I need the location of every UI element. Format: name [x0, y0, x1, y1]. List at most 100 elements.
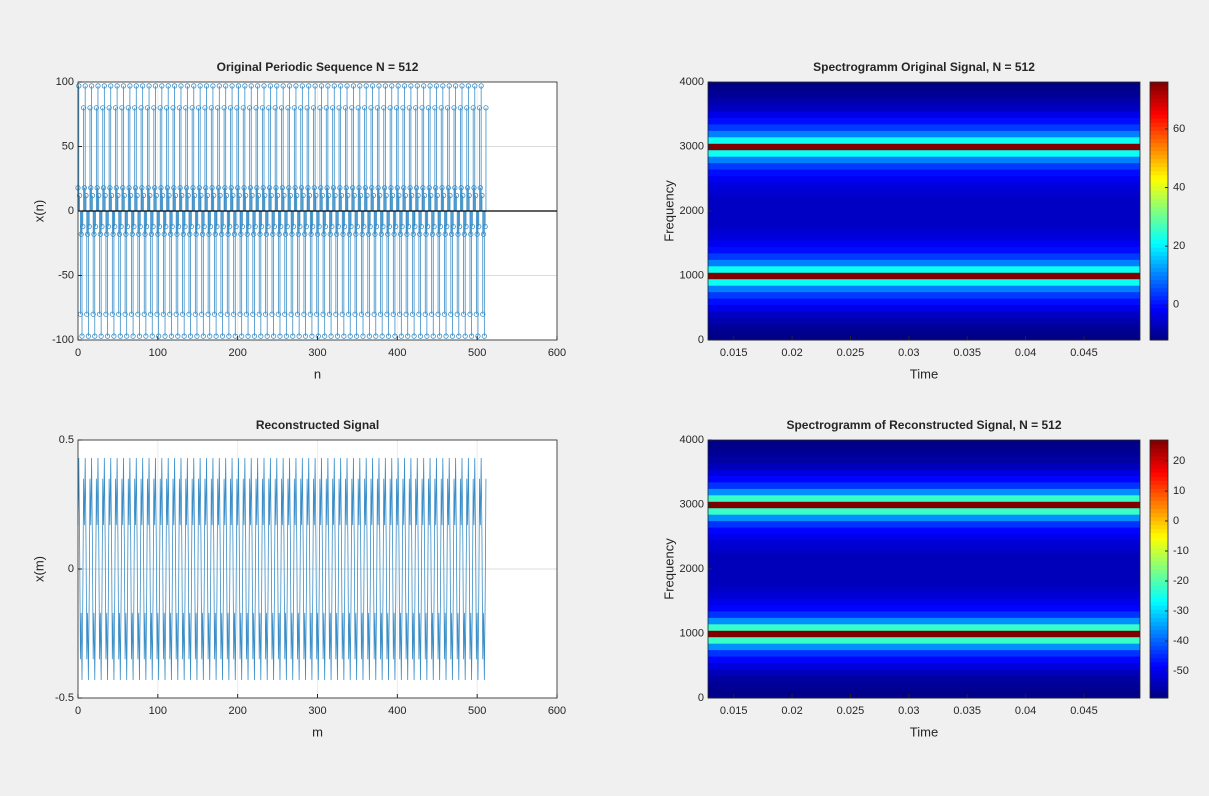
colorbar-cell — [1150, 689, 1168, 695]
colorbar-cell — [1150, 299, 1168, 305]
stem-marker — [152, 185, 158, 191]
stem-marker — [417, 231, 423, 237]
colorbar-cell — [1150, 90, 1168, 95]
stem-marker — [158, 185, 164, 191]
stem-marker — [336, 105, 342, 111]
colorbar-tick-label: -50 — [1173, 665, 1189, 677]
stem-marker — [352, 311, 358, 317]
stem-marker — [439, 185, 445, 191]
stem — [426, 185, 432, 211]
stem — [206, 211, 212, 237]
stem-marker — [314, 231, 321, 237]
y-tick-label: 2000 — [680, 563, 704, 575]
stem-marker — [387, 105, 393, 111]
stem — [282, 211, 289, 237]
stem — [122, 211, 128, 317]
spectrogram-row — [708, 662, 1140, 670]
stem — [313, 192, 319, 211]
stem — [455, 211, 461, 237]
stem — [444, 211, 450, 230]
stem-marker — [252, 223, 258, 230]
stem-marker — [407, 185, 413, 191]
x-tick-label: 0.015 — [720, 705, 748, 717]
stem — [336, 105, 342, 211]
stem-marker — [216, 83, 222, 89]
stem-marker — [246, 223, 252, 230]
stem-marker — [425, 105, 432, 111]
colorbar-cell — [1150, 629, 1168, 634]
stem — [387, 105, 393, 211]
spectrogram-row — [708, 591, 1140, 599]
stem — [321, 211, 327, 237]
colorbar-cell — [1150, 279, 1168, 285]
stem-marker — [126, 185, 132, 191]
stem-marker — [255, 192, 262, 199]
colorbar-cell — [1150, 564, 1168, 570]
stem-marker — [203, 83, 210, 89]
spectrogram-row — [708, 552, 1140, 560]
stem — [97, 211, 103, 237]
stem-marker — [274, 83, 280, 89]
stem — [192, 211, 198, 317]
colorbar-cell — [1150, 492, 1168, 497]
stem-marker — [456, 333, 462, 339]
stem-marker — [409, 311, 416, 317]
stem-marker — [408, 83, 414, 89]
colorbar-cell — [1150, 685, 1168, 691]
stem-marker — [230, 192, 236, 199]
stem-marker — [480, 311, 486, 317]
stem-marker — [421, 83, 427, 89]
colorbar-cell — [1150, 488, 1168, 493]
stem — [375, 185, 381, 211]
stem-marker — [102, 192, 108, 199]
colorbar-cell — [1150, 146, 1168, 152]
stem — [418, 211, 424, 230]
y-tick-label: 1000 — [680, 269, 704, 281]
stem-marker — [83, 192, 89, 199]
stem-marker — [316, 223, 322, 230]
stem-marker — [422, 311, 428, 317]
spectrogram-row — [708, 111, 1140, 118]
stem — [220, 211, 226, 230]
stem-marker — [373, 333, 379, 339]
stem-marker — [226, 333, 232, 339]
stem — [306, 192, 313, 211]
stem-marker — [91, 231, 97, 237]
y-axis-label: Frequency — [661, 538, 676, 600]
stem-marker — [471, 185, 477, 191]
stem — [409, 192, 415, 211]
stem-marker — [113, 185, 119, 191]
stem-marker — [463, 223, 469, 230]
stem — [207, 211, 214, 230]
stem-marker — [278, 105, 285, 111]
stem — [274, 192, 281, 211]
colorbar-tick-label: -40 — [1173, 635, 1189, 647]
colorbar-cell — [1150, 484, 1168, 489]
stem-marker — [239, 333, 245, 339]
stem — [423, 211, 429, 237]
stem — [322, 211, 328, 339]
stem — [287, 192, 293, 211]
stem-marker — [474, 231, 480, 237]
colorbar-tick-label: -30 — [1173, 605, 1189, 617]
stem-marker — [288, 311, 294, 317]
stem-marker — [372, 231, 378, 237]
stem — [466, 192, 472, 211]
colorbar-cell — [1150, 665, 1168, 671]
stem-marker — [171, 83, 178, 89]
stem — [369, 83, 376, 211]
stem-marker — [239, 223, 246, 230]
stem — [433, 83, 440, 211]
stem — [476, 105, 483, 211]
y-axis-label: x(n) — [31, 200, 46, 222]
stem — [227, 211, 233, 230]
stem-marker — [272, 105, 278, 111]
stem — [195, 211, 201, 230]
colorbar-cell — [1150, 621, 1168, 626]
stem-marker — [112, 223, 118, 230]
stem-marker — [452, 185, 458, 191]
spectrogram-row — [708, 156, 1140, 164]
stem-marker — [140, 192, 147, 199]
stem — [174, 211, 180, 237]
stem — [224, 211, 230, 317]
